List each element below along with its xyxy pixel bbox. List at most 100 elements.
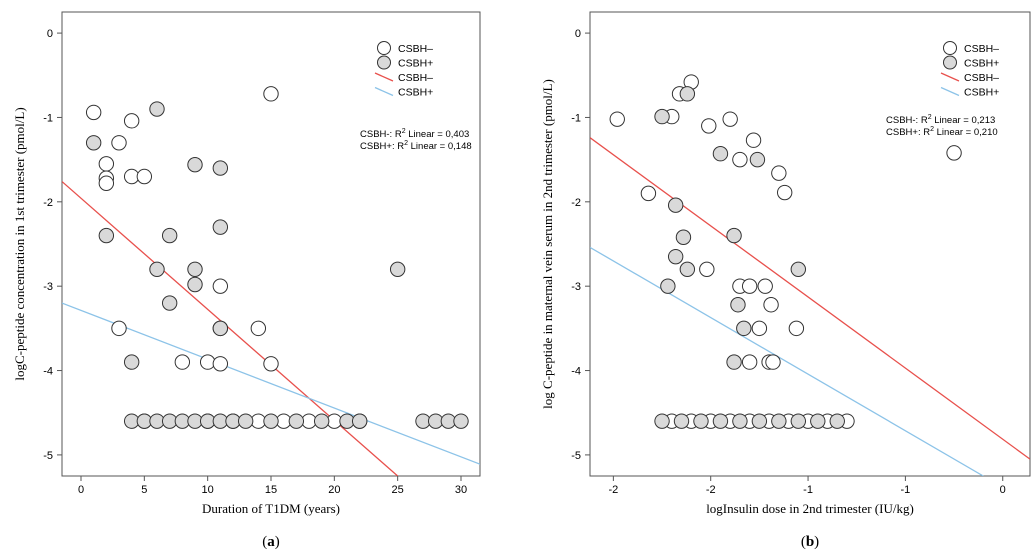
data-point [699, 261, 715, 278]
data-point [85, 135, 102, 151]
data-point [123, 113, 140, 129]
data-point [640, 185, 657, 202]
data-points [609, 74, 962, 429]
data-point [726, 227, 742, 244]
legend-label: CSBH+ [964, 87, 999, 99]
r-squared-prefix: CSBH-: R [360, 129, 402, 140]
data-point [212, 160, 229, 176]
data-point [98, 156, 115, 172]
data-point [741, 278, 758, 294]
data-point [187, 276, 203, 293]
x-tick-label: 10 [202, 484, 214, 496]
data-point [946, 145, 962, 161]
data-point [149, 101, 165, 117]
r-squared-prefix: CSBH-: R [886, 115, 928, 126]
r-squared-suffix: Linear = 0,403 [406, 129, 470, 140]
data-point [741, 354, 758, 370]
data-point [98, 227, 115, 244]
data-point [111, 135, 127, 151]
data-point [263, 356, 279, 372]
data-point [712, 146, 729, 162]
r-squared-label: CSBH-: R2 Linear = 0,403 [360, 128, 469, 140]
data-point [351, 413, 368, 429]
x-tick-label: 25 [392, 484, 404, 496]
r-squared-suffix: Linear = 0,148 [408, 141, 472, 152]
x-tick-label: 15 [265, 484, 277, 496]
legend: CSBH– CSBH+ CSBH– CSBH+ [374, 41, 433, 99]
legend-line [374, 86, 394, 97]
r-squared-superscript: 2 [402, 128, 406, 135]
legend-line [940, 86, 960, 97]
y-axis-title: logC-peptide concentration in 1st trimes… [12, 107, 27, 380]
data-point [199, 354, 216, 370]
legend-label: CSBH– [398, 43, 433, 55]
y-tick-label: -1 [571, 112, 581, 124]
y-tick-label: -4 [43, 366, 53, 378]
x-tick-label: 0 [78, 484, 84, 496]
data-point [679, 86, 696, 102]
legend-label: CSBH+ [398, 58, 433, 70]
y-tick-label: -3 [43, 281, 53, 293]
r-squared-prefix: CSBH+: R [886, 127, 930, 138]
x-tick-label: 0 [1000, 484, 1006, 496]
r-squared-suffix: Linear = 0,210 [934, 127, 998, 138]
panel-label: (a) [262, 534, 280, 550]
y-tick-label: -4 [571, 366, 581, 378]
data-point [712, 413, 729, 429]
data-point [654, 108, 670, 125]
panel-label-letter: a [267, 534, 275, 550]
data-point [790, 261, 807, 278]
data-point [98, 175, 115, 191]
data-point [771, 165, 787, 181]
data-point [453, 413, 469, 429]
legend-line [940, 72, 960, 82]
data-point [212, 219, 229, 235]
data-point [788, 320, 805, 337]
data-point [776, 184, 793, 201]
fit-lines [590, 137, 1030, 476]
data-point [771, 413, 787, 429]
data-point [673, 413, 690, 429]
data-point [765, 354, 781, 370]
data-point [212, 320, 229, 337]
legend-label: CSBH– [964, 43, 999, 55]
data-point [389, 261, 406, 278]
data-point [161, 227, 178, 244]
data-point [136, 168, 153, 185]
data-point [726, 354, 742, 370]
data-point [212, 356, 229, 372]
data-point [730, 297, 746, 313]
fit-line [62, 302, 480, 465]
data-points [85, 86, 469, 429]
fit-line [590, 246, 984, 476]
fit-lines [62, 181, 480, 476]
r-squared-superscript: 2 [930, 126, 934, 133]
data-point [757, 278, 773, 294]
y-tick-label: -5 [43, 450, 53, 462]
legend-marker [377, 41, 391, 55]
data-point [313, 413, 330, 429]
y-tick-label: 0 [47, 28, 53, 40]
panel-label-close: ) [275, 534, 280, 550]
chart-panel-a: 0 5 10 15 20 25 300-1-2-3-4-5CSBH–CSBH+CSBH–CS… [12, 11, 481, 550]
legend-line [374, 72, 394, 82]
data-point [660, 278, 676, 294]
data-point [250, 320, 267, 337]
y-axis-title: log C-peptide in maternal vein serum in … [540, 79, 555, 409]
legend-label: CSBH+ [398, 87, 433, 99]
r-squared-label: CSBH+: R2 Linear = 0,210 [886, 126, 998, 138]
data-point [174, 354, 191, 370]
data-point [654, 413, 670, 429]
data-point [237, 413, 254, 429]
data-point [187, 156, 203, 173]
x-tick-label: -1 [803, 484, 813, 496]
data-point [123, 354, 140, 370]
r-squared-superscript: 2 [404, 140, 408, 147]
data-point [751, 320, 768, 337]
x-tick-label: -2 [706, 484, 716, 496]
r-squared-superscript: 2 [928, 114, 932, 121]
data-point [212, 278, 229, 294]
legend-marker [377, 55, 391, 70]
data-point [288, 413, 305, 429]
r-squared-prefix: CSBH+: R [360, 141, 404, 152]
